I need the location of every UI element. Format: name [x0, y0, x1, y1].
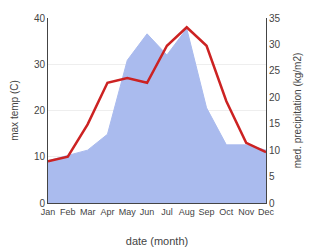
svg-text:0: 0: [269, 198, 275, 209]
svg-text:20: 20: [34, 105, 46, 116]
svg-text:May: May: [119, 207, 137, 217]
svg-text:Nov: Nov: [238, 207, 255, 217]
svg-text:Mar: Mar: [80, 207, 96, 217]
svg-text:Aug: Aug: [179, 207, 195, 217]
svg-text:med. precipitation (kg/m2): med. precipitation (kg/m2): [292, 53, 303, 169]
svg-text:5: 5: [269, 171, 275, 182]
svg-text:Sep: Sep: [199, 207, 215, 217]
svg-text:Feb: Feb: [60, 207, 76, 217]
svg-text:10: 10: [34, 151, 46, 162]
svg-text:0: 0: [39, 198, 45, 209]
svg-text:Apr: Apr: [100, 207, 114, 217]
svg-text:10: 10: [269, 145, 281, 156]
svg-text:40: 40: [34, 13, 46, 24]
svg-text:max temp (C): max temp (C): [9, 80, 20, 141]
svg-text:30: 30: [34, 59, 46, 70]
svg-text:Dec: Dec: [258, 207, 275, 217]
svg-text:date (month): date (month): [126, 235, 188, 247]
svg-text:Jan: Jan: [41, 207, 56, 217]
svg-text:Oct: Oct: [219, 207, 234, 217]
svg-text:20: 20: [269, 92, 281, 103]
svg-text:Jun: Jun: [140, 207, 155, 217]
svg-text:30: 30: [269, 39, 281, 50]
svg-text:15: 15: [269, 118, 281, 129]
svg-text:35: 35: [269, 13, 281, 24]
svg-text:Jul: Jul: [161, 207, 173, 217]
svg-text:25: 25: [269, 65, 281, 76]
